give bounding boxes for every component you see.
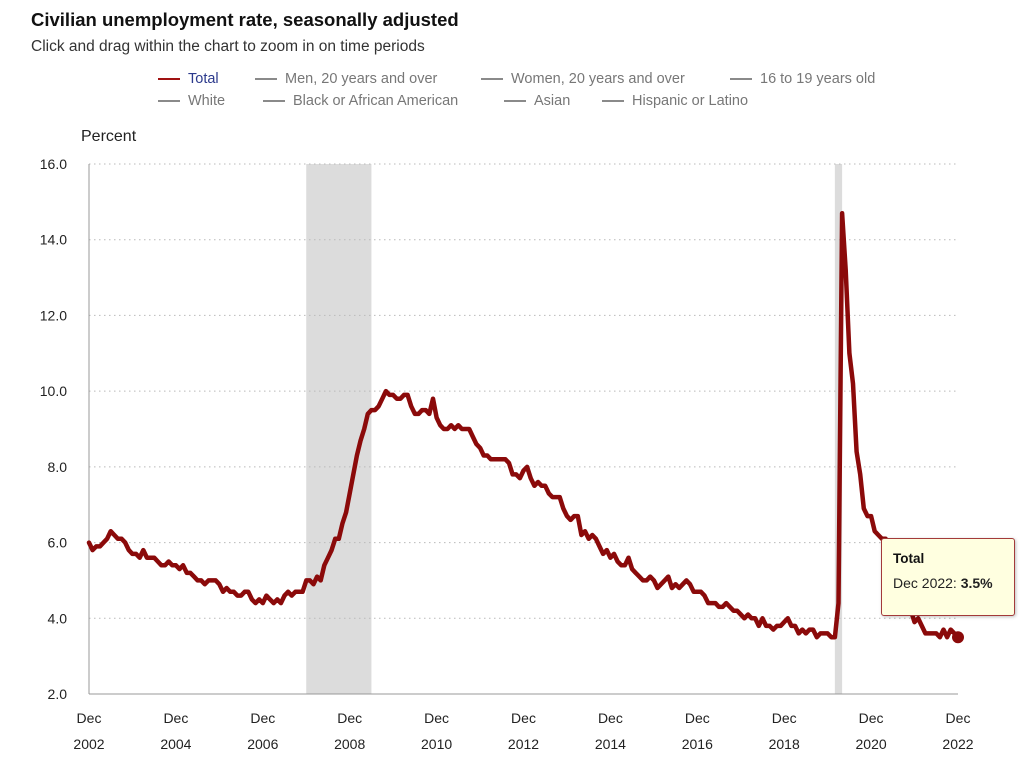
x-tick-year-2022: 2022	[942, 736, 973, 752]
highlight-point	[952, 631, 964, 644]
x-tick-year-2004: 2004	[160, 736, 191, 752]
chart-subtitle: Click and drag within the chart to zoom …	[31, 38, 425, 55]
tooltip-date: Dec 2022:	[893, 575, 957, 591]
legend-swatch-asian	[504, 100, 526, 102]
tooltip-body: Dec 2022: 3.5%	[893, 575, 1003, 591]
y-tick-label-14.0: 14.0	[40, 232, 67, 248]
legend-swatch-teens	[730, 78, 752, 80]
y-axis-label: Percent	[81, 128, 137, 145]
x-tick-year-2008: 2008	[334, 736, 365, 752]
x-tick-month-2018: Dec	[772, 710, 797, 726]
legend: Total Men, 20 years and over Women, 20 y…	[158, 71, 938, 115]
legend-swatch-hispanic	[602, 100, 624, 102]
y-tick-label-12.0: 12.0	[40, 307, 67, 323]
legend-item-hispanic[interactable]: Hispanic or Latino	[602, 93, 748, 109]
x-tick-year-2018: 2018	[769, 736, 800, 752]
y-tick-label-16.0: 16.0	[40, 156, 67, 172]
axes	[88, 164, 958, 695]
legend-item-black[interactable]: Black or African American	[263, 93, 458, 109]
recession-band-0	[306, 164, 372, 694]
x-tick-month-2002: Dec	[77, 710, 102, 726]
x-tick-month-2022: Dec	[946, 710, 971, 726]
legend-item-women[interactable]: Women, 20 years and over	[481, 71, 685, 87]
tooltip-value: 3.5%	[960, 575, 993, 591]
x-tick-year-2002: 2002	[73, 736, 104, 752]
tooltip-title: Total	[893, 551, 925, 566]
legend-swatch-women	[481, 78, 503, 80]
legend-item-white[interactable]: White	[158, 93, 225, 109]
y-tick-label-2.0: 2.0	[48, 686, 68, 702]
series-line-total	[86, 210, 961, 640]
legend-label-asian: Asian	[534, 93, 571, 109]
x-tick-labels: Dec 2002 Dec 2004 Dec 2006 Dec 2008 Dec 2010 Dec 20…	[73, 710, 973, 752]
x-tick-year-2020: 2020	[856, 736, 887, 752]
x-tick-month-2010: Dec	[424, 710, 449, 726]
y-tick-label-6.0: 6.0	[48, 535, 68, 551]
legend-label-white: White	[188, 93, 226, 109]
legend-label-total: Total	[188, 71, 219, 87]
x-tick-month-2020: Dec	[859, 710, 884, 726]
x-tick-month-2004: Dec	[163, 710, 188, 726]
x-tick-month-2012: Dec	[511, 710, 536, 726]
legend-label-hispanic: Hispanic or Latino	[632, 93, 749, 109]
x-tick-year-2012: 2012	[508, 736, 539, 752]
x-tick-month-2014: Dec	[598, 710, 623, 726]
legend-row-2: White Black or African American Asian Hi…	[158, 93, 938, 115]
legend-swatch-white	[158, 100, 180, 102]
legend-item-teens[interactable]: 16 to 19 years old	[730, 71, 875, 87]
legend-item-men[interactable]: Men, 20 years and over	[255, 71, 437, 87]
x-tick-month-2006: Dec	[250, 710, 275, 726]
x-tick-year-2006: 2006	[247, 736, 278, 752]
y-tick-label-8.0: 8.0	[48, 459, 68, 475]
legend-swatch-men	[255, 78, 277, 80]
series-layer	[86, 210, 964, 644]
x-tick-year-2010: 2010	[421, 736, 452, 752]
legend-swatch-black	[263, 100, 285, 102]
legend-label-men: Men, 20 years and over	[285, 71, 438, 87]
legend-label-teens: 16 to 19 years old	[760, 71, 876, 87]
y-tick-labels: 2.0 4.0 6.0 8.0 10.0 12.0 14.0 16.0	[40, 156, 67, 702]
legend-item-asian[interactable]: Asian	[504, 93, 570, 109]
chart-title: Civilian unemployment rate, seasonally a…	[31, 9, 459, 30]
legend-label-women: Women, 20 years and over	[511, 71, 685, 87]
legend-swatch-total	[158, 78, 180, 80]
y-tick-label-10.0: 10.0	[40, 383, 67, 399]
legend-item-total[interactable]: Total	[158, 71, 219, 87]
recession-shading	[306, 164, 843, 694]
tooltip: Total Dec 2022: 3.5%	[881, 538, 1015, 616]
x-tick-month-2008: Dec	[337, 710, 362, 726]
legend-label-black: Black or African American	[293, 93, 459, 109]
y-tick-label-4.0: 4.0	[48, 610, 68, 626]
legend-row-1: Total Men, 20 years and over Women, 20 y…	[158, 71, 938, 93]
x-tick-year-2014: 2014	[595, 736, 626, 752]
x-tick-month-2016: Dec	[685, 710, 710, 726]
y-gridlines	[89, 163, 958, 619]
x-tick-year-2016: 2016	[682, 736, 713, 752]
